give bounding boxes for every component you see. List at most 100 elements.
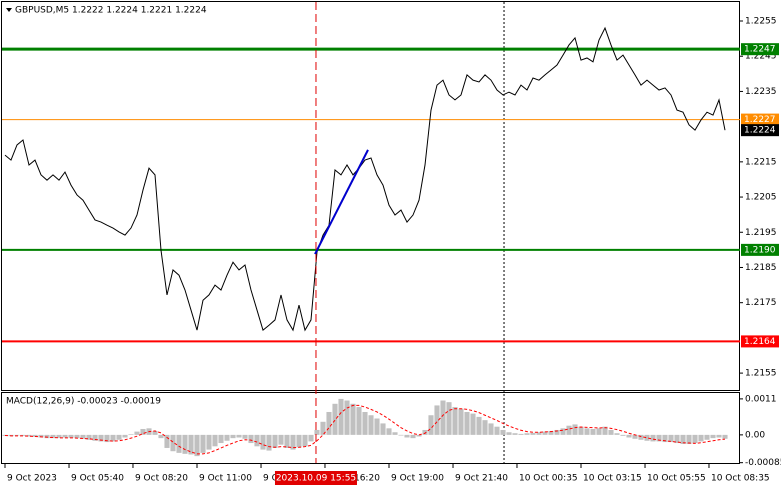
macd-y-tick-label: 0.0011	[745, 394, 777, 404]
macd-bar	[524, 433, 530, 435]
macd-bar	[404, 434, 410, 438]
x-tick-label: 9 Oct 21:40	[455, 474, 508, 484]
macd-bar	[584, 428, 590, 435]
macd-bar	[710, 434, 716, 439]
macd-bar	[392, 432, 398, 435]
macd-bar	[548, 430, 554, 435]
macd-bar	[440, 400, 446, 435]
macd-bar	[230, 434, 236, 439]
trend-line	[314, 149, 369, 255]
macd-bar	[428, 415, 434, 435]
level-label: 1.2247	[744, 45, 776, 55]
macd-label: MACD(12,26,9) -0.00023 -0.00019	[6, 397, 161, 407]
macd-frame	[1, 392, 740, 464]
macd-bar	[416, 434, 422, 437]
macd-bar	[578, 426, 584, 435]
macd-bar	[356, 407, 362, 435]
macd-bar	[62, 434, 68, 438]
macd-bar	[626, 434, 632, 438]
macd-bar	[26, 434, 32, 437]
y-tick-label: 1.2215	[745, 157, 777, 167]
level-label: 1.2227	[744, 115, 776, 125]
main-frame	[1, 1, 740, 391]
macd-bar	[506, 432, 512, 435]
macd-bar	[350, 403, 356, 435]
macd-bar	[494, 426, 500, 435]
macd-bar	[2, 434, 8, 436]
macd-bar	[116, 434, 122, 440]
macd-bar	[692, 434, 698, 444]
macd-bar	[554, 429, 560, 435]
x-tick-label: 9 Oct 2023	[7, 474, 57, 484]
symbol-icon	[6, 8, 12, 12]
macd-bar	[716, 434, 722, 438]
macd-bar	[452, 407, 458, 435]
macd-bar	[596, 428, 602, 435]
y-tick-label: 1.2205	[745, 193, 777, 203]
macd-bar	[128, 434, 134, 435]
macd-bar	[674, 434, 680, 444]
level-label: 1.2164	[744, 337, 776, 347]
macd-bar	[302, 434, 308, 447]
macd-bar	[332, 403, 338, 435]
macd-bar	[536, 432, 542, 435]
macd-bar	[344, 400, 350, 435]
macd-bar	[386, 428, 392, 435]
macd-bar	[182, 434, 188, 454]
macd-bar	[242, 434, 248, 439]
macd-bar	[74, 434, 80, 439]
current-price-box	[741, 124, 779, 137]
y-tick-label: 1.2255	[745, 17, 777, 27]
macd-bar	[686, 434, 692, 445]
macd-bar	[290, 434, 296, 450]
chart-title: GBPUSD,M5 1.2222 1.2224 1.2221 1.2224	[15, 6, 207, 16]
macd-bar	[188, 434, 194, 455]
macd-bar	[362, 411, 368, 435]
macd-signal	[4, 404, 726, 455]
macd-bar	[602, 426, 608, 435]
level-label: 1.2190	[744, 245, 776, 255]
macd-bar	[398, 434, 404, 436]
macd-bar	[110, 434, 116, 442]
macd-bar	[32, 434, 38, 437]
x-tick-label: 10 Oct 00:35	[519, 474, 578, 484]
macd-bar	[44, 434, 50, 439]
macd-bar	[374, 418, 380, 435]
macd-bar	[266, 434, 272, 451]
macd-bar	[482, 420, 488, 435]
macd-bar	[134, 431, 140, 435]
macd-bar	[644, 434, 650, 441]
macd-bar	[464, 411, 470, 435]
macd-bar	[92, 434, 98, 441]
x-tick-label: 9 Oct 05:40	[71, 474, 124, 484]
macd-bar	[200, 434, 206, 453]
y-tick-label: 1.2155	[745, 369, 777, 379]
macd-bar	[380, 423, 386, 435]
x-tick-label: 9 Oct 11:00	[199, 474, 252, 484]
x-tick-label: 10 Oct 05:55	[647, 474, 706, 484]
macd-bar	[14, 434, 20, 436]
y-tick-label: 1.2245	[745, 52, 777, 62]
macd-bar	[680, 434, 686, 445]
current-price-label: 1.2224	[744, 126, 776, 136]
crosshair-label-box	[274, 471, 357, 485]
macd-bar	[638, 434, 644, 440]
y-tick-label: 1.2185	[745, 263, 777, 273]
macd-bar	[248, 434, 254, 444]
macd-bar	[56, 434, 62, 438]
x-tick-label: 10 Oct 03:15	[583, 474, 642, 484]
macd-y-tick-label: 0.00	[745, 430, 765, 440]
macd-bar	[278, 434, 284, 445]
macd-bar	[296, 434, 302, 448]
macd-bar	[500, 429, 506, 435]
macd-bar	[560, 428, 566, 435]
y-tick-label: 1.2195	[745, 228, 777, 238]
macd-bar	[122, 434, 128, 438]
macd-bar	[656, 434, 662, 442]
macd-bar	[422, 429, 428, 435]
macd-bar	[104, 434, 110, 443]
macd-bar	[620, 434, 626, 436]
macd-bar	[164, 434, 170, 448]
